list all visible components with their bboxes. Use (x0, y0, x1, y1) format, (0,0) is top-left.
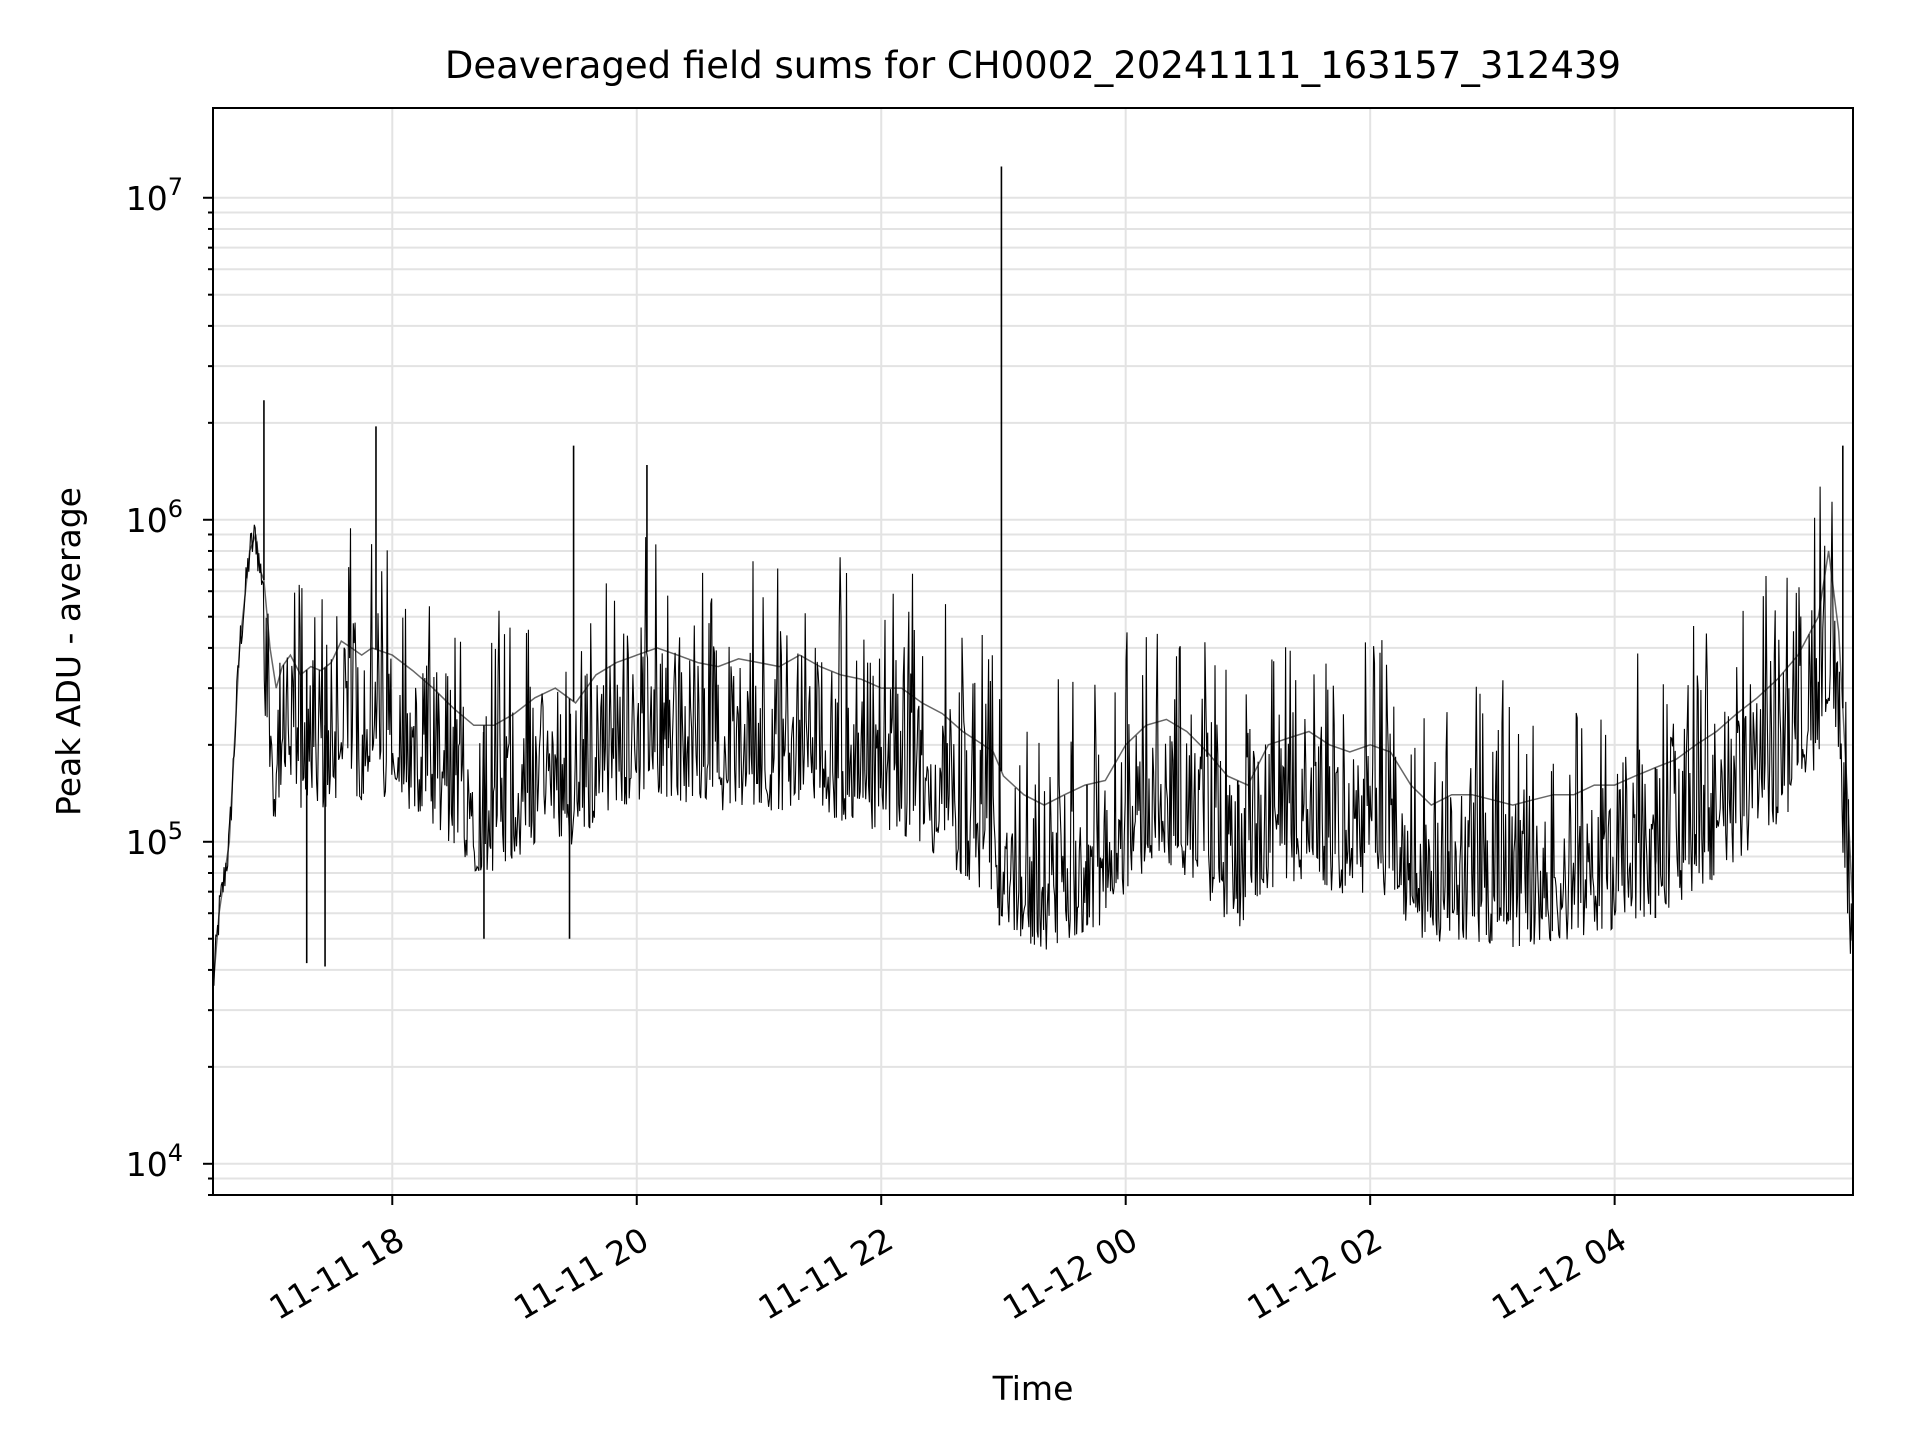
y-tick-label: 104 (126, 1139, 183, 1184)
y-tick-label: 106 (126, 495, 183, 540)
data-series (212, 166, 1854, 989)
series-trace (212, 486, 1853, 986)
y-tick-label: 105 (126, 817, 183, 862)
series-median-line (212, 534, 1854, 989)
plot-frame (212, 107, 1854, 1196)
y-tick-label: 107 (126, 173, 183, 218)
x-axis-label: Time (992, 1369, 1074, 1408)
y-axis-label: Peak ADU - average (49, 487, 88, 816)
chart-title: Deaveraged field sums for CH0002_2024111… (445, 44, 1621, 87)
